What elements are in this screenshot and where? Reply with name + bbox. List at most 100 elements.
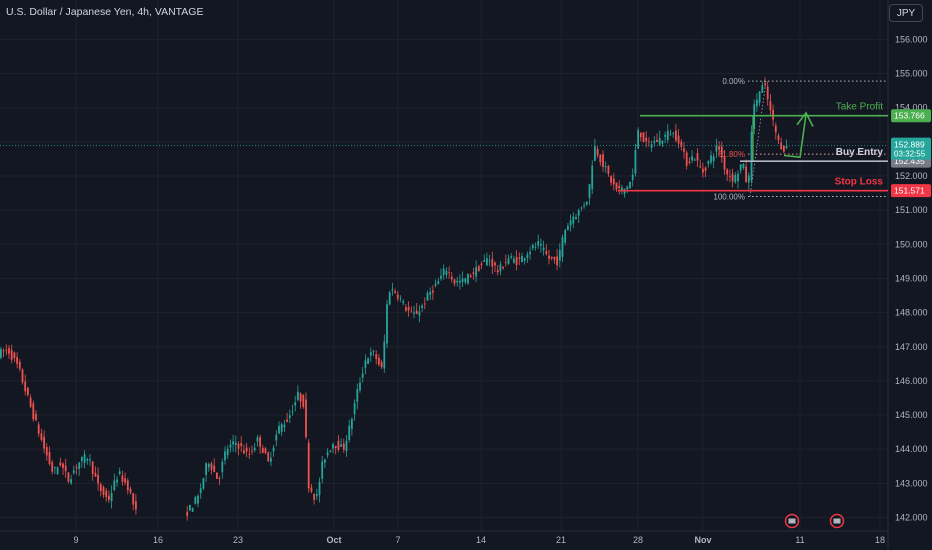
- candle-body: [70, 479, 72, 484]
- candle-body: [337, 440, 340, 450]
- candle-body: [278, 425, 280, 434]
- candle-body: [386, 304, 388, 344]
- candle-body: [499, 264, 502, 272]
- price-axis-label: 146.000: [895, 376, 928, 386]
- candle-body: [345, 440, 348, 452]
- candle-body: [394, 291, 396, 293]
- candle-body: [648, 141, 650, 143]
- candle-body: [307, 442, 310, 489]
- candle-body: [594, 146, 596, 161]
- candle-body: [32, 403, 35, 420]
- candle-body: [99, 484, 102, 492]
- time-axis-label: 18: [875, 535, 885, 545]
- candle-body: [375, 354, 378, 359]
- candle-body: [572, 216, 575, 224]
- candle-body: [556, 256, 558, 266]
- candle-body: [67, 472, 70, 482]
- candle-body: [16, 357, 18, 364]
- candle-body: [521, 255, 523, 263]
- candle-body: [542, 247, 545, 251]
- candle-body: [234, 442, 237, 446]
- candle-body: [410, 311, 413, 313]
- price-axis-label: 155.000: [895, 69, 928, 79]
- candle-body: [540, 243, 542, 246]
- candle-body: [13, 352, 16, 359]
- candle-body: [675, 130, 677, 141]
- candle-body: [423, 303, 426, 305]
- candle-body: [207, 463, 210, 468]
- candle-body: [553, 256, 556, 260]
- candle-body: [699, 166, 702, 168]
- candle-body: [664, 134, 666, 137]
- candle-body: [342, 443, 345, 450]
- candle-body: [575, 217, 577, 220]
- candle-body: [194, 497, 197, 504]
- candle-body: [369, 352, 372, 356]
- price-axis-label: 150.000: [895, 239, 928, 249]
- candle-body: [226, 448, 229, 456]
- fib-level-label: 61.80%: [718, 150, 745, 159]
- candle-body: [653, 141, 656, 143]
- candle-body: [502, 267, 504, 269]
- price-axis-label: 144.000: [895, 444, 928, 454]
- candle-body: [86, 459, 89, 461]
- candle-body: [259, 437, 261, 447]
- candle-body: [83, 454, 86, 463]
- candle-body: [280, 424, 283, 432]
- candle-body: [54, 467, 56, 469]
- candle-body: [588, 184, 591, 198]
- flag-event-icon-inner: [833, 518, 841, 524]
- price-axis-label: 149.000: [895, 273, 928, 283]
- candle-body: [56, 467, 59, 475]
- candle-body: [105, 490, 108, 498]
- candle-body: [43, 436, 45, 449]
- candle-body: [693, 159, 696, 161]
- currency-button[interactable]: JPY: [889, 4, 923, 22]
- price-axis-label: 152.000: [895, 171, 928, 181]
- candle-body: [696, 153, 699, 161]
- candle-body: [726, 169, 729, 175]
- candle-body: [710, 155, 712, 163]
- candle-body: [402, 301, 405, 303]
- candle-body: [550, 256, 553, 259]
- candle-body: [450, 276, 453, 280]
- candle-body: [383, 341, 386, 369]
- candle-body: [367, 358, 369, 364]
- time-axis-label: Nov: [694, 535, 711, 545]
- buy-entry-label: Buy Entry: [836, 147, 884, 158]
- candle-body: [313, 493, 315, 500]
- price-axis-label: 148.000: [895, 308, 928, 318]
- candle-body: [388, 292, 391, 305]
- price-axis-label: 143.000: [895, 478, 928, 488]
- candle-body: [405, 307, 407, 311]
- candle-body: [186, 511, 189, 517]
- time-axis-label: 28: [633, 535, 643, 545]
- candle-body: [421, 305, 423, 308]
- candle-body: [729, 175, 731, 177]
- candle-body: [288, 415, 291, 418]
- candle-body: [64, 465, 67, 472]
- candle-body: [378, 357, 380, 365]
- candle-body: [445, 270, 448, 276]
- candle-body: [199, 488, 202, 494]
- candle-body: [29, 397, 32, 407]
- candle-body: [683, 148, 685, 152]
- price-axis-label: 145.000: [895, 410, 928, 420]
- candle-body: [221, 461, 224, 473]
- candle-body: [415, 310, 418, 314]
- candle-body: [607, 166, 610, 174]
- candle-body: [704, 167, 707, 171]
- candle-body: [353, 403, 356, 415]
- chart-title: U.S. Dollar / Japanese Yen, 4h, VANTAGE: [6, 6, 204, 18]
- candle-body: [467, 274, 469, 284]
- candle-body: [766, 86, 769, 100]
- candle-body: [591, 165, 594, 189]
- take-profit-label: Take Profit: [836, 102, 883, 113]
- candle-body: [124, 478, 126, 483]
- candle-body: [332, 444, 334, 449]
- candle-body: [245, 447, 248, 452]
- candle-body: [764, 83, 766, 84]
- candle-body: [483, 260, 486, 262]
- candle-body: [461, 278, 464, 283]
